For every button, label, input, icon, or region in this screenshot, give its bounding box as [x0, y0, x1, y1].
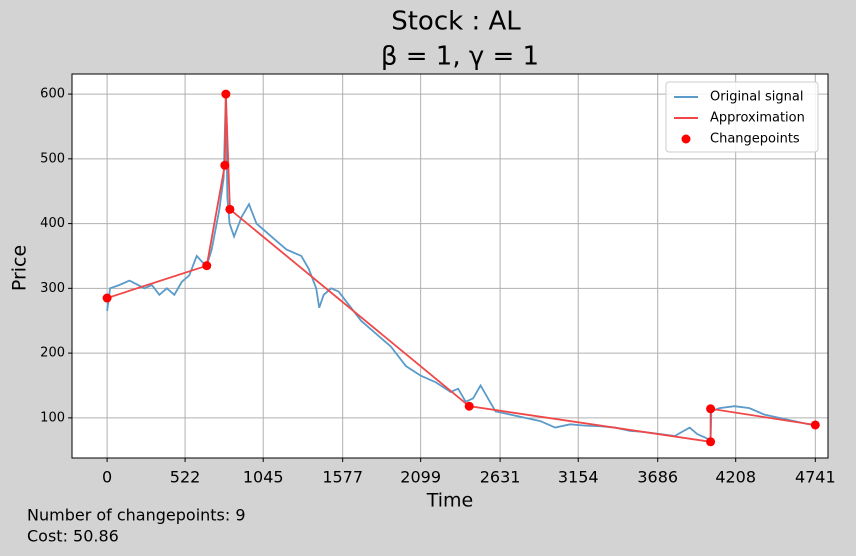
- annotation: Cost: 50.86: [27, 527, 119, 546]
- y-tick-label: 100: [40, 410, 65, 425]
- changepoint: [220, 160, 230, 170]
- y-tick-label: 200: [40, 346, 65, 361]
- chart-subtitle: β = 1, γ = 1: [381, 42, 539, 72]
- x-tick-label: 2631: [480, 468, 521, 487]
- changepoint: [202, 261, 212, 271]
- legend-label: Original signal: [710, 90, 803, 105]
- x-tick-label: 1045: [243, 468, 284, 487]
- x-tick-label: 1577: [322, 468, 363, 487]
- x-tick-label: 3686: [637, 468, 678, 487]
- changepoint: [706, 437, 716, 447]
- changepoint: [464, 401, 474, 411]
- y-tick-label: 600: [40, 87, 65, 102]
- legend-label: Approximation: [710, 111, 805, 126]
- y-axis-label: Price: [9, 245, 31, 291]
- chart-title: Stock : AL: [391, 7, 521, 37]
- legend-label: Changepoints: [710, 132, 800, 147]
- x-tick-label: 522: [170, 468, 201, 487]
- changepoint: [102, 293, 112, 303]
- x-axis-label: Time: [426, 490, 474, 512]
- legend-swatch: [681, 134, 691, 144]
- legend-box: [665, 81, 819, 153]
- y-tick-label: 400: [40, 216, 65, 231]
- series-line: [106, 94, 816, 443]
- x-tick-label: 2099: [400, 468, 441, 487]
- x-tick-label: 4208: [715, 468, 756, 487]
- y-tick-label: 300: [40, 281, 65, 296]
- x-tick-label: 0: [102, 468, 112, 487]
- y-tick-label: 500: [40, 151, 65, 166]
- plot-frame: [71, 73, 829, 459]
- changepoint: [706, 404, 716, 414]
- annotation: Number of changepoints: 9: [27, 506, 246, 525]
- x-tick-label: 3154: [558, 468, 599, 487]
- changepoint: [225, 204, 235, 214]
- changepoint: [221, 89, 231, 99]
- changepoint: [810, 420, 820, 430]
- x-tick-label: 4741: [795, 468, 836, 487]
